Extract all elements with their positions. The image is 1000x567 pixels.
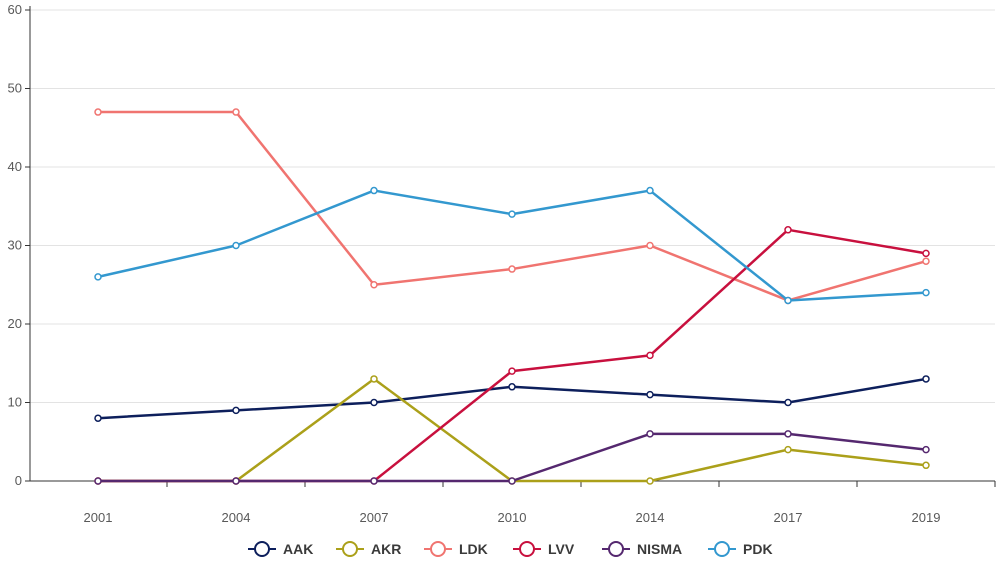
data-point-pdk: [508, 210, 516, 218]
y-tick-label: 50: [8, 81, 22, 96]
legend-item-pdk[interactable]: PDK: [708, 541, 773, 557]
series-lines: [94, 108, 930, 485]
data-point-akr: [370, 375, 378, 383]
legend-label: NISMA: [637, 541, 682, 557]
legend-swatch-icon: [430, 541, 446, 557]
data-point-lvv: [646, 351, 654, 360]
data-point-pdk: [232, 241, 240, 250]
series-aak: [94, 375, 930, 422]
data-point-nisma: [784, 430, 792, 438]
legend-item-aak[interactable]: AAK: [248, 541, 313, 557]
x-tick-label: 2007: [360, 510, 389, 525]
data-point-aak: [784, 398, 792, 407]
data-point-pdk: [922, 288, 930, 297]
legend-label: LDK: [459, 541, 488, 557]
y-tick-label: 10: [8, 395, 22, 410]
y-tick-label: 60: [8, 2, 22, 17]
data-point-ldk: [94, 108, 102, 116]
data-point-pdk: [370, 186, 378, 195]
data-point-aak: [922, 375, 930, 383]
data-point-ldk: [508, 265, 516, 273]
data-point-ldk: [922, 257, 930, 265]
y-tick-label: 20: [8, 316, 22, 331]
legend[interactable]: AAK AKR LDK LVV NISMA PDK: [248, 541, 773, 557]
data-point-aak: [508, 383, 516, 391]
data-point-nisma: [370, 477, 378, 485]
legend-swatch-icon: [254, 541, 270, 557]
data-point-ldk: [370, 281, 378, 289]
data-point-akr: [784, 445, 792, 454]
series-akr: [94, 375, 930, 485]
data-point-nisma: [232, 477, 240, 485]
series-pdk: [94, 186, 930, 305]
series-ldk: [94, 108, 930, 305]
data-point-aak: [646, 390, 654, 399]
x-tick-label: 2014: [636, 510, 665, 525]
series-line-nisma: [98, 432, 927, 483]
legend-swatch-icon: [608, 541, 624, 557]
legend-item-ldk[interactable]: LDK: [424, 541, 488, 557]
series-line-akr: [98, 377, 927, 483]
y-tick-label: 0: [15, 473, 22, 488]
x-tick-label: 2001: [84, 510, 113, 525]
legend-label: PDK: [743, 541, 773, 557]
data-point-ldk: [646, 241, 654, 250]
data-point-lvv: [922, 249, 930, 258]
data-point-nisma: [508, 477, 516, 485]
legend-item-lvv[interactable]: LVV: [513, 541, 575, 557]
y-tick-label: 40: [8, 159, 22, 174]
data-point-lvv: [508, 367, 516, 375]
x-tick-label: 2017: [774, 510, 803, 525]
data-point-ldk: [232, 108, 240, 116]
legend-label: AKR: [371, 541, 401, 557]
x-tick-label: 2010: [498, 510, 527, 525]
data-point-akr: [922, 461, 930, 470]
data-point-lvv: [784, 226, 792, 234]
data-point-aak: [232, 406, 240, 415]
series-nisma: [94, 430, 930, 485]
data-point-nisma: [646, 430, 654, 438]
legend-swatch-icon: [342, 541, 358, 557]
data-point-nisma: [94, 477, 102, 485]
data-point-aak: [94, 414, 102, 422]
legend-label: AAK: [283, 541, 313, 557]
x-tick-label: 2019: [912, 510, 941, 525]
grid-lines: [30, 9, 995, 403]
data-point-nisma: [922, 445, 930, 454]
data-point-akr: [646, 477, 654, 485]
data-point-pdk: [784, 296, 792, 305]
legend-item-akr[interactable]: AKR: [336, 541, 401, 557]
legend-swatch-icon: [714, 541, 730, 557]
data-point-pdk: [646, 186, 654, 195]
data-point-pdk: [94, 273, 102, 281]
data-point-aak: [370, 398, 378, 407]
legend-swatch-icon: [519, 541, 535, 557]
legend-label: LVV: [548, 541, 575, 557]
x-tick-label: 2004: [222, 510, 251, 525]
y-tick-label: 30: [8, 238, 22, 253]
legend-item-nisma[interactable]: NISMA: [602, 541, 682, 557]
